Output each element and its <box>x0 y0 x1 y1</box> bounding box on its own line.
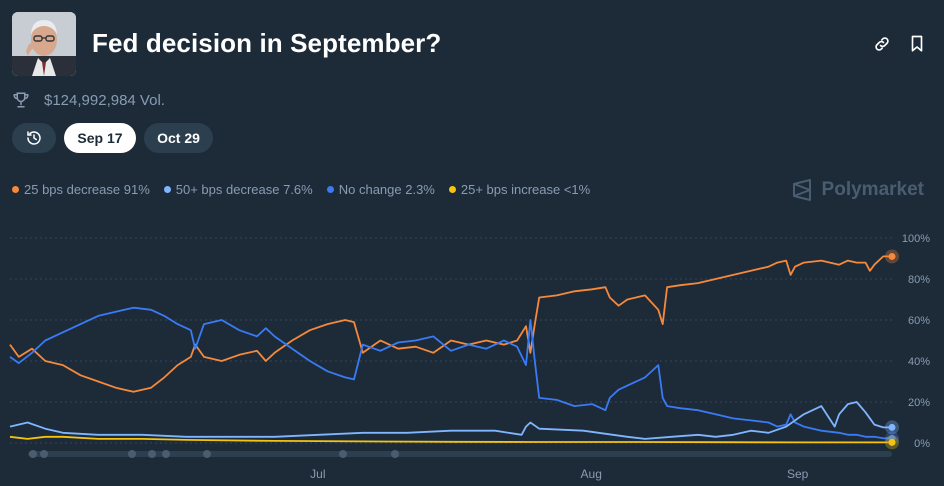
tab-oct-29[interactable]: Oct 29 <box>144 123 213 153</box>
bookmark-button[interactable] <box>905 32 929 56</box>
legend-label: No change 2.3% <box>338 182 435 197</box>
y-tick-label: 100% <box>902 233 930 245</box>
scrubber-dot <box>391 450 399 458</box>
probability-chart[interactable]: 100% 80% 60% 40% 20% 0% Jul Aug Sep <box>0 220 944 486</box>
y-axis-ticks: 100% 80% 60% 40% 20% 0% <box>902 233 930 450</box>
chart-grid <box>10 237 892 444</box>
history-button[interactable] <box>12 123 56 153</box>
volume-text: $124,992,984 Vol. <box>44 91 165 109</box>
clock-history-icon <box>27 131 41 145</box>
end-marker-2 <box>888 423 896 431</box>
legend-label: 25 bps decrease 91% <box>24 182 150 197</box>
series-end-markers <box>885 249 899 450</box>
x-tick-label: Jul <box>310 467 325 481</box>
scrubber-dot <box>148 450 156 458</box>
scrubber-dot <box>40 450 48 458</box>
scrubber-track <box>28 451 892 457</box>
scrubber-dot <box>203 450 211 458</box>
scrubber-dot <box>162 450 170 458</box>
legend-dot <box>163 186 171 193</box>
chart-series <box>9 255 892 444</box>
y-tick-label: 40% <box>908 356 930 368</box>
person-portrait-icon <box>12 12 76 76</box>
series-line-1 <box>9 306 892 440</box>
y-tick-label: 60% <box>908 315 930 327</box>
scrubber-dot <box>339 450 347 458</box>
volume-row: $124,992,984 Vol. <box>12 90 165 110</box>
legend-item-50bps-decrease: 50+ bps decrease 7.6% <box>163 182 313 197</box>
link-icon <box>875 37 889 51</box>
legend-item-25bps-increase: 25+ bps increase <1% <box>448 182 591 197</box>
legend-dot <box>448 186 456 193</box>
legend-dot <box>326 186 334 193</box>
series-line-0 <box>9 255 892 393</box>
x-tick-label: Sep <box>787 467 809 481</box>
x-tick-label: Aug <box>581 467 602 481</box>
series-line-2 <box>9 401 892 440</box>
timeline-scrubber <box>28 450 892 458</box>
legend-item-25bps-decrease: 25 bps decrease 91% <box>12 182 150 197</box>
tab-sep-17[interactable]: Sep 17 <box>64 123 136 153</box>
legend-item-no-change: No change 2.3% <box>326 182 435 197</box>
legend-dot <box>12 186 19 193</box>
brand-name: Polymarket <box>821 179 924 200</box>
bookmark-icon <box>911 35 923 52</box>
copy-link-button[interactable] <box>870 32 894 56</box>
market-avatar <box>12 12 76 76</box>
legend-label: 25+ bps increase <1% <box>460 182 591 197</box>
page-title: Fed decision in September? <box>92 28 442 58</box>
polymarket-watermark: Polymarket <box>790 178 924 202</box>
trophy-icon <box>13 92 29 108</box>
end-marker-3 <box>888 438 896 446</box>
chart-legend: 25 bps decrease 91% 50+ bps decrease 7.6… <box>12 182 590 197</box>
y-tick-label: 80% <box>908 274 930 286</box>
legend-label: 50+ bps decrease 7.6% <box>175 182 313 197</box>
scrubber-dot <box>29 450 37 458</box>
series-line-3 <box>9 435 892 444</box>
end-marker-0 <box>888 252 896 260</box>
polymarket-logo-icon <box>792 179 811 201</box>
y-tick-label: 0% <box>914 438 930 450</box>
scrubber-dot <box>128 450 136 458</box>
x-axis-ticks: Jul Aug Sep <box>310 467 808 481</box>
y-tick-label: 20% <box>908 397 930 409</box>
